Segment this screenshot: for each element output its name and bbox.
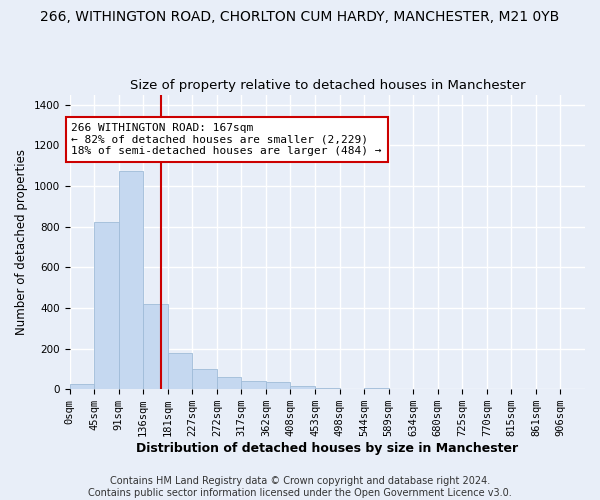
- Y-axis label: Number of detached properties: Number of detached properties: [15, 149, 28, 335]
- Bar: [119, 171, 143, 389]
- Bar: [168, 352, 192, 389]
- Title: Size of property relative to detached houses in Manchester: Size of property relative to detached ho…: [130, 79, 525, 92]
- Text: Contains HM Land Registry data © Crown copyright and database right 2024.
Contai: Contains HM Land Registry data © Crown c…: [88, 476, 512, 498]
- Bar: [94, 222, 119, 389]
- Bar: [241, 381, 266, 389]
- Text: 266, WITHINGTON ROAD, CHORLTON CUM HARDY, MANCHESTER, M21 0YB: 266, WITHINGTON ROAD, CHORLTON CUM HARDY…: [40, 10, 560, 24]
- Bar: [143, 304, 168, 389]
- Text: 266 WITHINGTON ROAD: 167sqm
← 82% of detached houses are smaller (2,229)
18% of : 266 WITHINGTON ROAD: 167sqm ← 82% of det…: [71, 123, 382, 156]
- Bar: [192, 369, 217, 389]
- Bar: [266, 382, 290, 389]
- Bar: [70, 384, 94, 389]
- Bar: [364, 388, 389, 389]
- X-axis label: Distribution of detached houses by size in Manchester: Distribution of detached houses by size …: [136, 442, 518, 455]
- Bar: [315, 388, 340, 389]
- Bar: [290, 386, 315, 389]
- Bar: [217, 378, 241, 389]
